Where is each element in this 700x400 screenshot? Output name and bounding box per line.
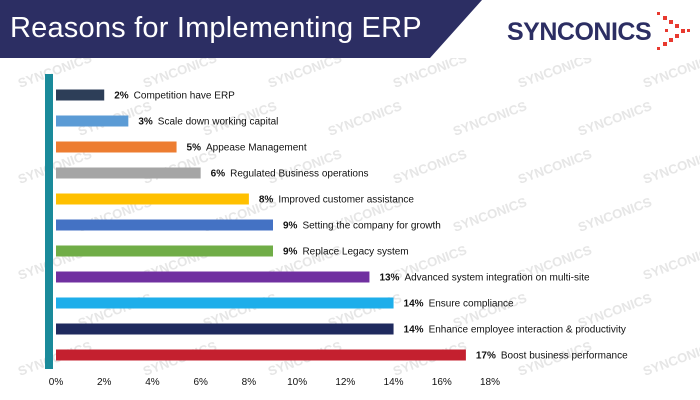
- bar: [56, 141, 177, 153]
- watermark-text: SYNCONICS: [266, 58, 344, 91]
- x-tick-label: 16%: [432, 377, 452, 388]
- data-label-category: Scale down working capital: [158, 117, 279, 128]
- watermark-text: SYNCONICS: [576, 194, 654, 235]
- data-label-value: 6%: [211, 169, 226, 180]
- data-label: 14% Enhance employee interaction & produc…: [404, 325, 626, 336]
- header-band: [0, 0, 482, 58]
- watermark-text: SYNCONICS: [641, 58, 700, 91]
- data-label: 9% Replace Legacy system: [283, 247, 409, 258]
- bar: [56, 193, 249, 205]
- page-title: Reasons for Implementing ERP: [10, 12, 422, 44]
- bar: [56, 219, 273, 231]
- data-label: 5% Appease Management: [187, 143, 307, 154]
- bar: [56, 245, 273, 257]
- data-label: 8% Improved customer assistance: [259, 195, 415, 206]
- data-label-value: 3%: [138, 117, 153, 128]
- data-label: 3% Scale down working capital: [138, 117, 278, 128]
- bar: [56, 167, 201, 179]
- x-tick-label: 4%: [145, 377, 160, 388]
- data-label-category: Enhance employee interaction & productiv…: [429, 325, 626, 336]
- data-label-value: 14%: [404, 299, 424, 310]
- x-tick-label: 0%: [49, 377, 64, 388]
- bar: [56, 323, 394, 335]
- data-label: 9% Setting the company for growth: [283, 221, 441, 232]
- watermark-text: SYNCONICS: [641, 242, 700, 283]
- x-tick-label: 12%: [335, 377, 355, 388]
- data-label-category: Replace Legacy system: [302, 247, 408, 258]
- logo-wordmark: SYNCONICS: [507, 18, 651, 46]
- x-tick-label: 10%: [287, 377, 307, 388]
- watermark-text: SYNCONICS: [641, 146, 700, 187]
- watermark-text: SYNCONICS: [141, 58, 219, 91]
- data-label-category: Ensure compliance: [429, 299, 514, 310]
- watermark-text: SYNCONICS: [326, 98, 404, 139]
- data-label-category: Improved customer assistance: [278, 195, 414, 206]
- watermark-text: SYNCONICS: [391, 146, 469, 187]
- bar: [56, 89, 105, 101]
- data-label-value: 9%: [283, 247, 298, 258]
- data-label-value: 13%: [379, 273, 399, 284]
- data-label: 14% Ensure compliance: [404, 299, 514, 310]
- watermark-text: SYNCONICS: [516, 58, 594, 91]
- data-label-category: Regulated Business operations: [230, 169, 368, 180]
- data-label-category: Competition have ERP: [134, 91, 235, 102]
- bar: [56, 297, 394, 309]
- header-background: [0, 0, 482, 58]
- data-label: 17% Boost business performance: [476, 351, 628, 362]
- x-tick-label: 18%: [480, 377, 500, 388]
- data-label-value: 5%: [187, 143, 202, 154]
- data-label-value: 17%: [476, 351, 496, 362]
- bar-labels-layer: 2% Competition have ERP 3% Scale down worki…: [114, 91, 628, 362]
- x-tick-label: 6%: [193, 377, 208, 388]
- watermark-text: SYNCONICS: [516, 146, 594, 187]
- watermark-text: SYNCONICS: [641, 338, 700, 379]
- data-label-category: Setting the company for growth: [302, 221, 440, 232]
- bar: [56, 349, 466, 361]
- data-label-value: 14%: [404, 325, 424, 336]
- watermark-text: SYNCONICS: [576, 98, 654, 139]
- x-tick-label: 2%: [97, 377, 112, 388]
- bars-layer: [45, 74, 466, 369]
- bar-chart: SYNCONICS SYNCONICS SYNCONICS SYNCONICS SYNC…: [16, 58, 700, 388]
- x-axis-ticks: 0% 2% 4% 6% 8% 10% 12% 14% 16% 18%: [49, 377, 500, 388]
- data-label-value: 9%: [283, 221, 298, 232]
- data-label-category: Boost business performance: [501, 351, 628, 362]
- logo-graphic: SYNCONICS: [507, 12, 690, 50]
- data-label-category: Appease Management: [206, 143, 307, 154]
- data-label-value: 2%: [114, 91, 129, 102]
- dot-grid-arrow-icon: [657, 12, 690, 50]
- watermark-text: SYNCONICS: [451, 194, 529, 235]
- company-logo: SYNCONICS: [505, 8, 695, 54]
- data-label-category: Advanced system integration on multi-sit…: [404, 273, 590, 284]
- x-tick-label: 8%: [242, 377, 257, 388]
- watermark-text: SYNCONICS: [391, 58, 469, 91]
- watermark-text: SYNCONICS: [16, 58, 94, 91]
- bar: [56, 115, 129, 127]
- data-label: 2% Competition have ERP: [114, 91, 235, 102]
- data-label: 6% Regulated Business operations: [211, 169, 369, 180]
- data-label-value: 8%: [259, 195, 274, 206]
- bar: [56, 271, 370, 283]
- data-label: 13% Advanced system integration on multi-…: [379, 273, 590, 284]
- y-axis-line: [45, 74, 53, 369]
- watermark-text: SYNCONICS: [451, 98, 529, 139]
- x-tick-label: 14%: [384, 377, 404, 388]
